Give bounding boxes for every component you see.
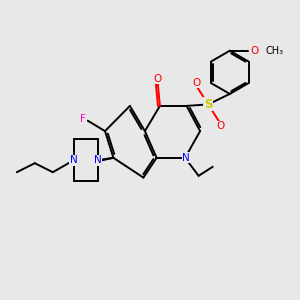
Text: N: N xyxy=(182,153,190,163)
Text: O: O xyxy=(154,74,162,84)
Text: F: F xyxy=(80,114,86,124)
Text: S: S xyxy=(204,98,212,111)
Text: O: O xyxy=(216,121,224,131)
Text: CH₃: CH₃ xyxy=(265,46,283,56)
Text: O: O xyxy=(192,77,200,88)
Text: O: O xyxy=(250,46,259,56)
Text: N: N xyxy=(94,155,102,165)
Text: N: N xyxy=(70,155,78,165)
